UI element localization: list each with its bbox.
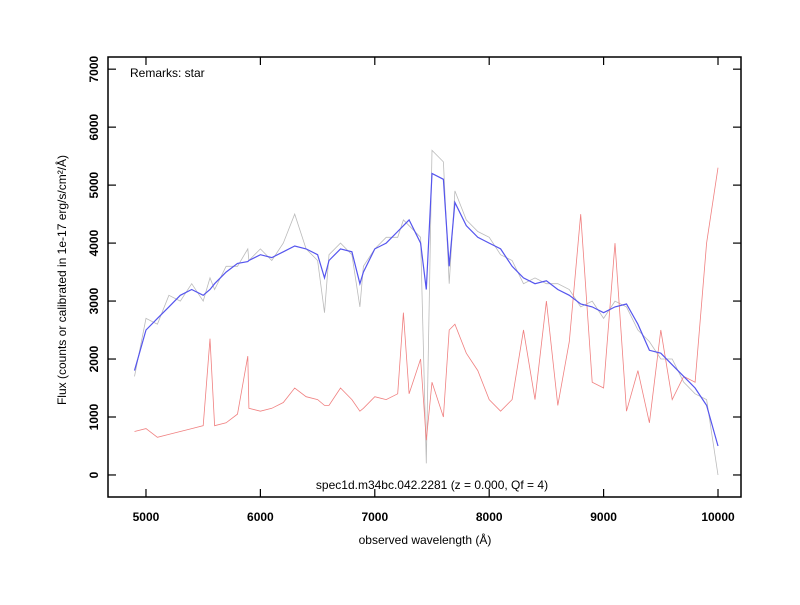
- x-tick-label: 8000: [476, 510, 503, 524]
- y-axis-label: Flux (counts or calibrated in 1e-17 erg/…: [54, 155, 69, 405]
- y-tick-label: 1000: [87, 403, 101, 430]
- x-tick-label: 6000: [247, 510, 274, 524]
- annotation: Remarks: star: [130, 66, 205, 80]
- y-tick-label: 4000: [87, 229, 101, 256]
- x-axis-label: observed wavelength (Å): [359, 532, 492, 547]
- y-tick-label: 7000: [87, 56, 101, 83]
- x-tick-label: 7000: [361, 510, 388, 524]
- y-tick-label: 6000: [87, 113, 101, 140]
- plot-area: [133, 149, 719, 476]
- y-tick-label: 2000: [87, 345, 101, 372]
- x-tick-label: 5000: [133, 510, 160, 524]
- spectrum-line: [134, 167, 719, 441]
- annotation: spec1d.m34bc.042.2281 (z = 0.000, Qf = 4…: [316, 478, 548, 492]
- x-tick-label: 9000: [590, 510, 617, 524]
- spectrum-line: [133, 172, 719, 447]
- y-tick-label: 5000: [87, 171, 101, 198]
- plot-frame: [107, 56, 742, 498]
- y-tick-label: 0: [87, 471, 101, 478]
- y-tick-label: 3000: [87, 287, 101, 314]
- x-tick-label: 10000: [701, 510, 735, 524]
